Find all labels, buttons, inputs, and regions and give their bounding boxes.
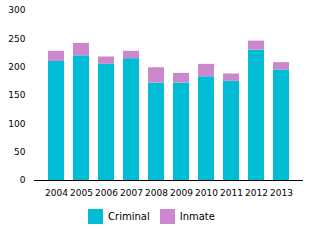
svg-text:2004: 2004 xyxy=(45,188,68,198)
svg-text:2007: 2007 xyxy=(120,188,143,198)
svg-text:50: 50 xyxy=(14,147,26,157)
svg-text:250: 250 xyxy=(8,34,25,44)
svg-text:2009: 2009 xyxy=(170,188,193,198)
svg-text:2008: 2008 xyxy=(145,188,168,198)
svg-text:2012: 2012 xyxy=(245,188,268,198)
svg-text:200: 200 xyxy=(8,62,25,72)
svg-text:2006: 2006 xyxy=(95,188,118,198)
html-text:Inmate: Inmate xyxy=(179,211,215,222)
svg-text:2011: 2011 xyxy=(220,188,243,198)
html-text:Criminal: Criminal xyxy=(108,211,150,222)
svg-text:2010: 2010 xyxy=(195,188,218,198)
svg-text:0: 0 xyxy=(20,175,26,185)
svg-text:2013: 2013 xyxy=(270,188,293,198)
svg-text:150: 150 xyxy=(8,90,25,100)
svg-text:300: 300 xyxy=(8,5,25,15)
svg-text:2005: 2005 xyxy=(70,188,93,198)
svg-text:100: 100 xyxy=(8,119,25,129)
